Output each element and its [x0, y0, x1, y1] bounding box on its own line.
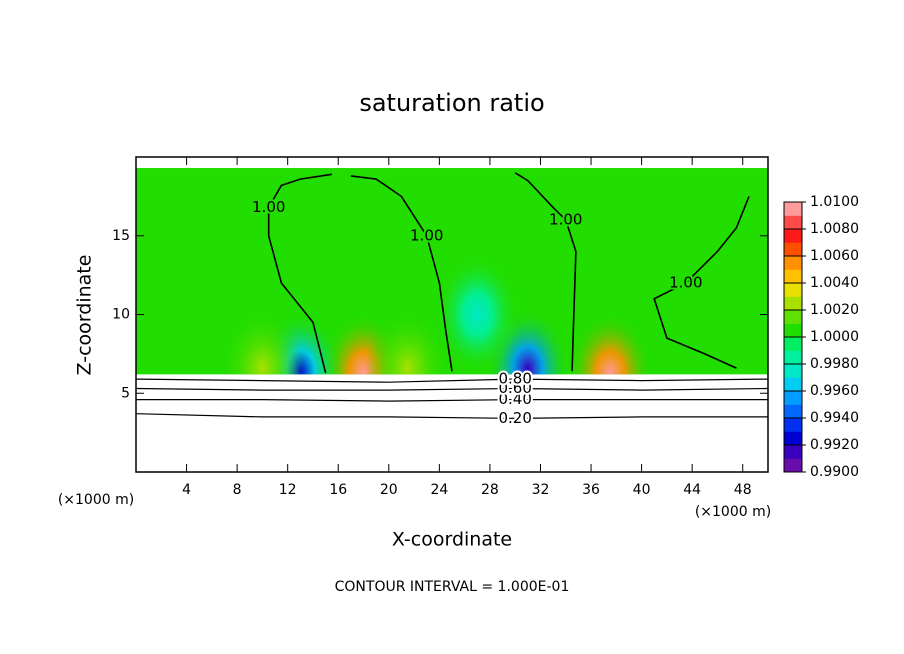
x-tick-label: 20: [380, 482, 398, 498]
colorbar-label: 0.9960: [810, 383, 859, 399]
colorbar-label: 1.0040: [810, 275, 859, 291]
colorbar-swatch: [784, 418, 802, 432]
colorbar-swatch: [784, 323, 802, 338]
x-axis-label: X-coordinate: [392, 529, 512, 551]
contour-label: 0.40: [498, 390, 531, 408]
colorbar-label: 1.0000: [810, 329, 859, 345]
contour-label: 1.00: [669, 274, 702, 292]
colorbar-swatch: [784, 391, 802, 405]
colorbar-swatch: [784, 377, 802, 392]
contour-interval: CONTOUR INTERVAL = 1.000E-01: [335, 579, 570, 595]
colorbar-swatch: [784, 445, 802, 459]
hotspots: [220, 254, 652, 375]
colorbar-swatch: [784, 458, 802, 473]
colorbar-label: 0.9920: [810, 437, 859, 453]
contour-line: [135, 413, 768, 420]
hotspot: [435, 254, 520, 375]
colorbar-swatch: [784, 242, 802, 257]
colorbar-swatch: [784, 283, 802, 297]
y-tick-label: 15: [112, 228, 130, 244]
contour-line: [136, 399, 768, 402]
colorbar-label: 0.9900: [810, 464, 859, 480]
x-tick-label: 4: [182, 482, 191, 498]
colorbar-label: 1.0100: [810, 194, 859, 210]
contour-line: [267, 173, 333, 373]
x-tick-label: 24: [430, 482, 448, 498]
y-axis-label: Z-coordinate: [74, 255, 96, 376]
colorbar-label: 1.0020: [810, 302, 859, 318]
contour-line: [653, 196, 750, 369]
x-tick-label: 48: [734, 482, 752, 498]
y-tick-label: 10: [112, 307, 130, 323]
colorbar-swatch: [784, 215, 802, 230]
contour-line: [135, 387, 769, 391]
x-tick-label: 8: [233, 482, 242, 498]
contour-label: 1.00: [252, 198, 285, 216]
x-tick-label: 28: [481, 482, 499, 498]
colorbar-swatch: [784, 350, 802, 365]
x-tick-label: 44: [683, 482, 701, 498]
colorbar-swatch: [784, 364, 802, 378]
contour-line: [514, 172, 577, 372]
colorbar-swatch: [784, 310, 802, 324]
contour-line: [350, 175, 453, 372]
x-tick-label: 32: [532, 482, 550, 498]
x-tick-label: 12: [279, 482, 297, 498]
hotspot: [568, 312, 652, 375]
colorbar-swatch: [784, 404, 802, 419]
contour-label: 0.20: [498, 409, 531, 427]
colorbar-swatch: [784, 431, 802, 446]
hotspot: [365, 308, 450, 375]
hotspot: [220, 308, 305, 375]
x-tick-label: 16: [329, 482, 347, 498]
colorbar-swatch: [784, 337, 802, 351]
contour-line: [135, 378, 769, 383]
colorbar-label: 0.9940: [810, 410, 859, 426]
colorbar-swatch: [784, 256, 802, 270]
y-tick-label: 5: [121, 385, 130, 401]
x-tick-label: 36: [582, 482, 600, 498]
colorbar-swatch: [784, 296, 802, 311]
chart-title: saturation ratio: [359, 89, 544, 117]
x-unit: (×1000 m): [695, 504, 771, 520]
x-tick-label: 40: [633, 482, 651, 498]
contour-label: 0.60: [498, 379, 531, 397]
x-unit: (×1000 m): [58, 492, 134, 508]
colorbar-swatch: [784, 202, 802, 216]
colorbar-label: 1.0080: [810, 221, 859, 237]
colorbar-label: 0.9980: [810, 356, 859, 372]
contour-label: 1.00: [410, 226, 443, 244]
contour-label: 1.00: [549, 211, 582, 229]
contour-label: 0.80: [498, 370, 531, 388]
colorbar-swatch: [784, 269, 802, 284]
colorbar-swatch: [784, 229, 802, 243]
colorbar-label: 1.0060: [810, 248, 859, 264]
